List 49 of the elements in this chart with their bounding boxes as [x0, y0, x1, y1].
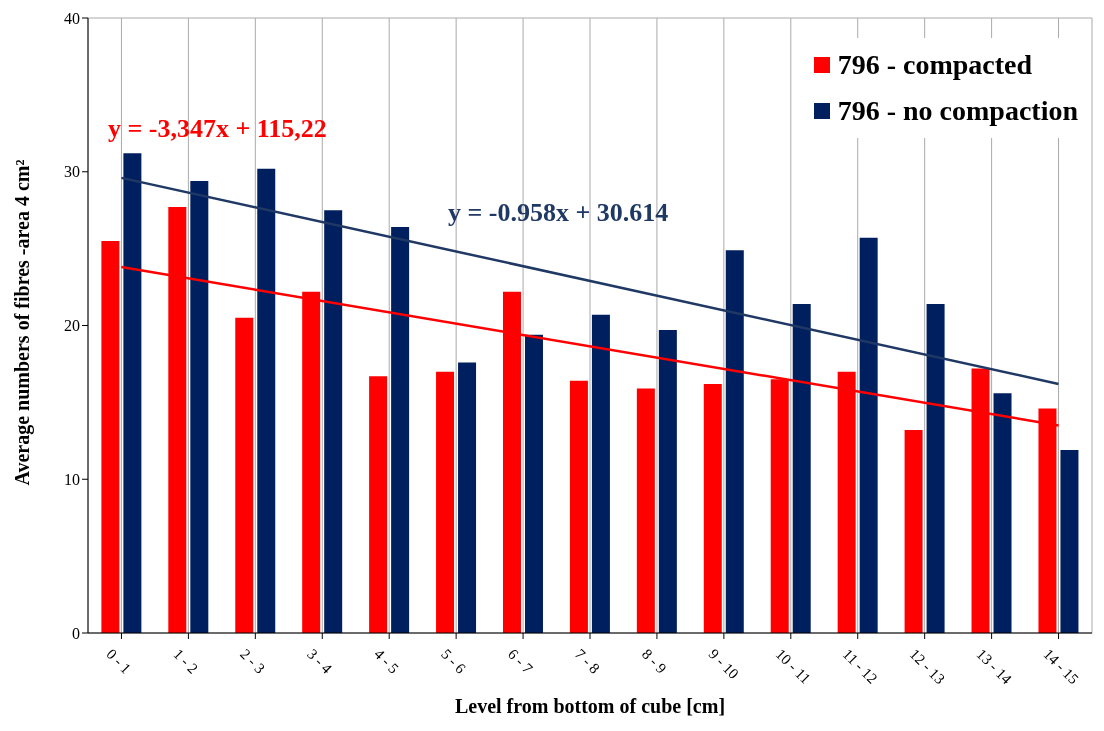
annotation: y = -3,347x + 115,22: [108, 114, 327, 144]
x-tick-label: 11 - 12: [839, 645, 881, 687]
x-tick-label: 7 - 8: [571, 645, 603, 677]
x-tick-label: 0 - 1: [103, 645, 135, 677]
x-tick-label: 14 - 15: [1040, 645, 1082, 688]
bar: [257, 168, 276, 633]
x-tick-label: 5 - 6: [438, 645, 470, 677]
bar: [725, 250, 744, 633]
bar: [926, 303, 945, 633]
y-tick-label: 10: [64, 470, 80, 488]
bar: [369, 376, 388, 633]
bar: [859, 237, 878, 633]
bar: [324, 210, 343, 633]
x-tick-label: 8 - 9: [638, 645, 670, 677]
bar: [658, 330, 677, 633]
bar: [792, 303, 811, 633]
bar: [703, 383, 722, 633]
x-axis-title: Level from bottom of cube [cm]: [454, 695, 726, 717]
bar: [993, 393, 1012, 633]
bar: [190, 180, 209, 633]
bar: [524, 334, 543, 633]
bar: [1060, 450, 1079, 633]
bar: [391, 227, 410, 633]
legend-label: 796 - compacted: [837, 48, 1033, 82]
y-tick-label: 0: [72, 624, 80, 642]
x-tick-label: 2 - 3: [237, 645, 268, 677]
x-tick-label: 12 - 13: [906, 645, 948, 688]
y-tick-label: 40: [64, 9, 80, 27]
bar: [101, 240, 120, 633]
x-tick-label: 10 - 11: [772, 645, 814, 687]
bar: [123, 153, 142, 633]
bar: [458, 362, 477, 633]
bar: [904, 430, 923, 633]
x-tick-label: 6 - 7: [504, 645, 537, 677]
bar: [436, 371, 455, 633]
annotation: y = -0.958x + 30.614: [448, 198, 669, 228]
bar: [591, 314, 610, 633]
y-axis-title: Average numbers of fibres -area 4 cm²: [11, 159, 35, 486]
bar: [636, 388, 655, 633]
x-tick-label: 13 - 14: [973, 645, 1016, 688]
x-tick-label: 3 - 4: [304, 645, 336, 677]
legend-label: 796 - no compaction: [837, 94, 1078, 128]
y-tick-label: 30: [64, 163, 80, 181]
x-tick-label: 9 - 10: [705, 645, 742, 682]
x-tick-label: 4 - 5: [371, 645, 402, 677]
y-tick-label: 20: [64, 317, 80, 335]
x-tick-label: 1 - 2: [170, 645, 202, 677]
bar: [569, 380, 588, 633]
bar: [235, 317, 254, 633]
